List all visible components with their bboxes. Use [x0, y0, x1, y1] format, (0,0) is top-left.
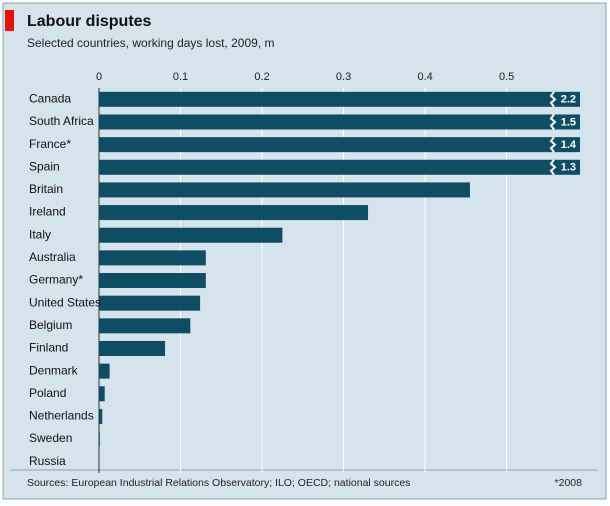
y-tick-label: Germany*: [29, 273, 83, 287]
y-tick-label: Canada: [29, 91, 71, 105]
x-tick-label: 0.4: [417, 71, 432, 83]
bar: [99, 227, 283, 243]
y-tick-label: Sweden: [29, 431, 72, 445]
y-tick-label: Italy: [29, 227, 51, 241]
background: [2, 2, 607, 500]
bar: [99, 273, 206, 289]
chart-subtitle: Selected countries, working days lost, 2…: [27, 36, 274, 50]
value-label: 1.4: [561, 139, 577, 151]
bar: [99, 340, 166, 356]
bar: [99, 182, 470, 198]
bar: [99, 114, 580, 130]
value-label: 2.2: [561, 94, 576, 106]
y-tick-label: Belgium: [29, 318, 72, 332]
break-mark: [549, 113, 557, 131]
x-tick-label: 0.3: [336, 71, 351, 83]
bar: [99, 91, 580, 107]
y-tick-label: France*: [29, 137, 71, 151]
value-label: 1.3: [561, 162, 576, 174]
y-tick-label: Netherlands: [29, 409, 94, 423]
bars: [99, 91, 580, 447]
value-label: 1.5: [561, 116, 576, 128]
break-mark: [549, 91, 557, 108]
y-tick-label: South Africa: [29, 114, 94, 128]
y-tick-label: Denmark: [29, 363, 79, 377]
x-tick-label: 0: [96, 71, 102, 83]
y-tick-label: United States: [29, 295, 101, 309]
chart-title: Labour disputes: [27, 13, 152, 30]
break-mark: [549, 136, 557, 153]
bar: [99, 386, 105, 402]
bar: [99, 205, 369, 221]
x-tick-label: 0.2: [254, 71, 269, 83]
y-tick-label: Finland: [29, 341, 68, 355]
source: Sources: European Industrial Relations O…: [27, 477, 410, 489]
x-tick-label: 0.1: [173, 71, 188, 83]
footnote: *2008: [555, 477, 583, 489]
y-tick-label: Poland: [29, 386, 66, 400]
bar: [99, 431, 100, 447]
bar: [99, 295, 201, 311]
bar: [99, 318, 191, 334]
bar: [99, 408, 103, 424]
bar: [99, 137, 580, 153]
break-mark: [549, 159, 557, 176]
bar: [99, 159, 580, 175]
bar: [99, 250, 206, 266]
y-tick-label: Australia: [29, 250, 76, 264]
y-tick-label: Ireland: [29, 205, 66, 219]
y-tick-label: Russia: [29, 454, 66, 468]
y-tick-label: Britain: [29, 182, 63, 196]
bar: [99, 363, 110, 379]
red-tag: [5, 10, 14, 31]
y-tick-label: Spain: [29, 159, 60, 173]
overlay: Canada 2.2 South Africa 1.5 France* 1.4 Spain 1…: [29, 91, 577, 468]
x-tick-label: 0.5: [499, 71, 514, 83]
